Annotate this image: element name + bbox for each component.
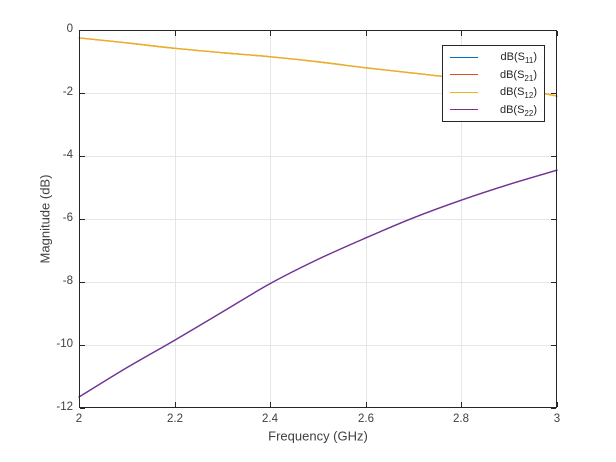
y-axis-label: Magnitude (dB) [37,174,53,264]
legend-line-sample [450,56,478,58]
legend-label: dB(S12) [499,86,537,101]
legend-line-sample [450,91,478,93]
legend-item: dB(S11) [443,49,544,66]
x-tick-label: 2.2 [167,413,183,425]
x-axis-label: Frequency (GHz) [268,428,368,444]
legend-item: dB(S21) [443,66,544,83]
y-tick-label: -6 [62,212,73,224]
x-tick-label: 2.4 [262,413,278,425]
y-tick-label: -12 [56,401,73,413]
y-tick-label: -8 [62,275,73,287]
y-tick-label: -10 [56,338,73,350]
legend-line-sample [450,74,478,76]
x-tick-label: 2 [75,413,83,425]
x-tick-label: 2.8 [453,413,469,425]
y-tick-label: 0 [66,23,73,35]
x-tick-label: 2.6 [358,413,374,425]
legend-item: dB(S22) [443,101,544,118]
y-tick-label: -2 [62,86,73,98]
legend-label: dB(S21) [499,68,537,83]
legend-line-sample [450,109,478,111]
legend-item: dB(S12) [443,84,544,101]
legend-label: dB(S11) [500,51,537,66]
legend: dB(S11) dB(S21) dB(S12) dB(S22) [442,45,545,122]
legend-label: dB(S22) [499,103,537,119]
y-tick-label: -4 [62,149,73,161]
x-tick-label: 3 [553,413,561,425]
